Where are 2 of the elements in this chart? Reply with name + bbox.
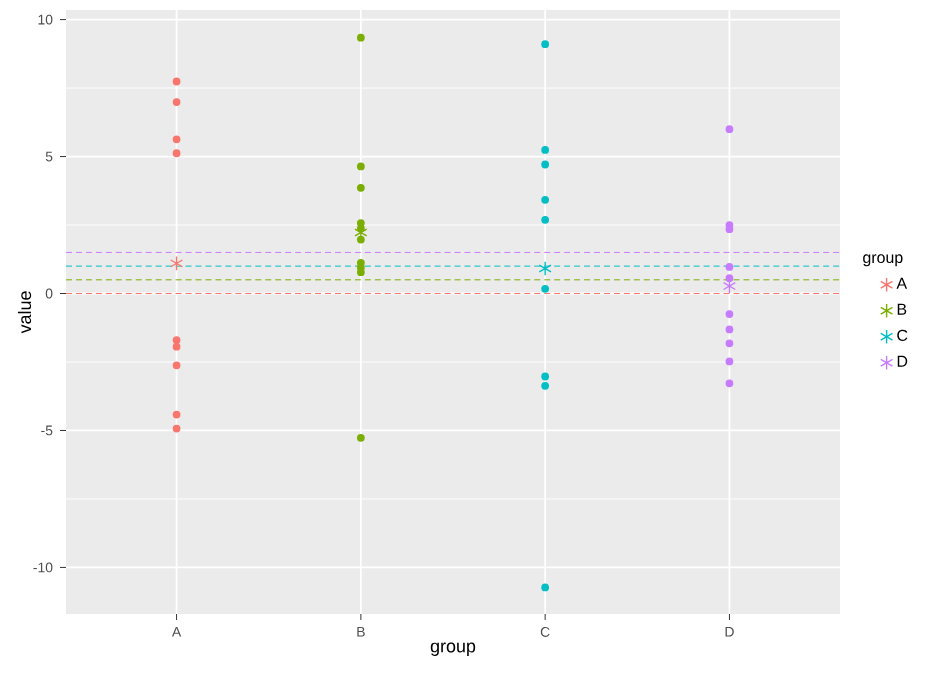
x-axis-title: group	[430, 642, 476, 656]
y-axis-title: value	[17, 291, 32, 334]
